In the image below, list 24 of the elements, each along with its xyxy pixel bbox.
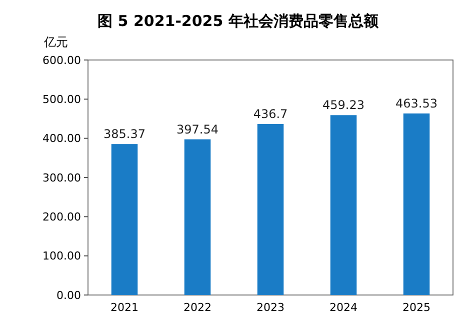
x-tick-label: 2021 xyxy=(110,301,138,314)
bar xyxy=(184,139,211,295)
bar xyxy=(257,124,284,295)
y-axis-title: 亿元 xyxy=(43,35,68,49)
y-tick-label: 100.00 xyxy=(42,250,81,263)
data-label: 459.23 xyxy=(322,98,364,112)
y-tick-label: 200.00 xyxy=(42,210,81,224)
y-tick-label: 400.00 xyxy=(42,132,81,146)
bar xyxy=(403,113,430,295)
x-tick-label: 2024 xyxy=(330,301,358,314)
data-label: 463.53 xyxy=(396,96,438,110)
chart-title: 图 5 2021-2025 年社会消费品零售总额 xyxy=(98,12,380,30)
y-tick-label: 600.00 xyxy=(42,54,81,67)
y-tick-label: 0.00 xyxy=(56,288,81,302)
x-tick-label: 2025 xyxy=(402,301,430,314)
y-tick-label: 500.00 xyxy=(42,93,81,106)
x-tick-label: 2022 xyxy=(184,301,212,314)
data-label: 385.37 xyxy=(104,127,146,142)
bar xyxy=(111,144,138,295)
data-label: 436.7 xyxy=(253,106,288,121)
x-tick-label: 2023 xyxy=(256,301,284,314)
y-tick-label: 300.00 xyxy=(42,171,81,184)
data-label: 397.54 xyxy=(176,122,218,136)
bar xyxy=(330,115,357,295)
